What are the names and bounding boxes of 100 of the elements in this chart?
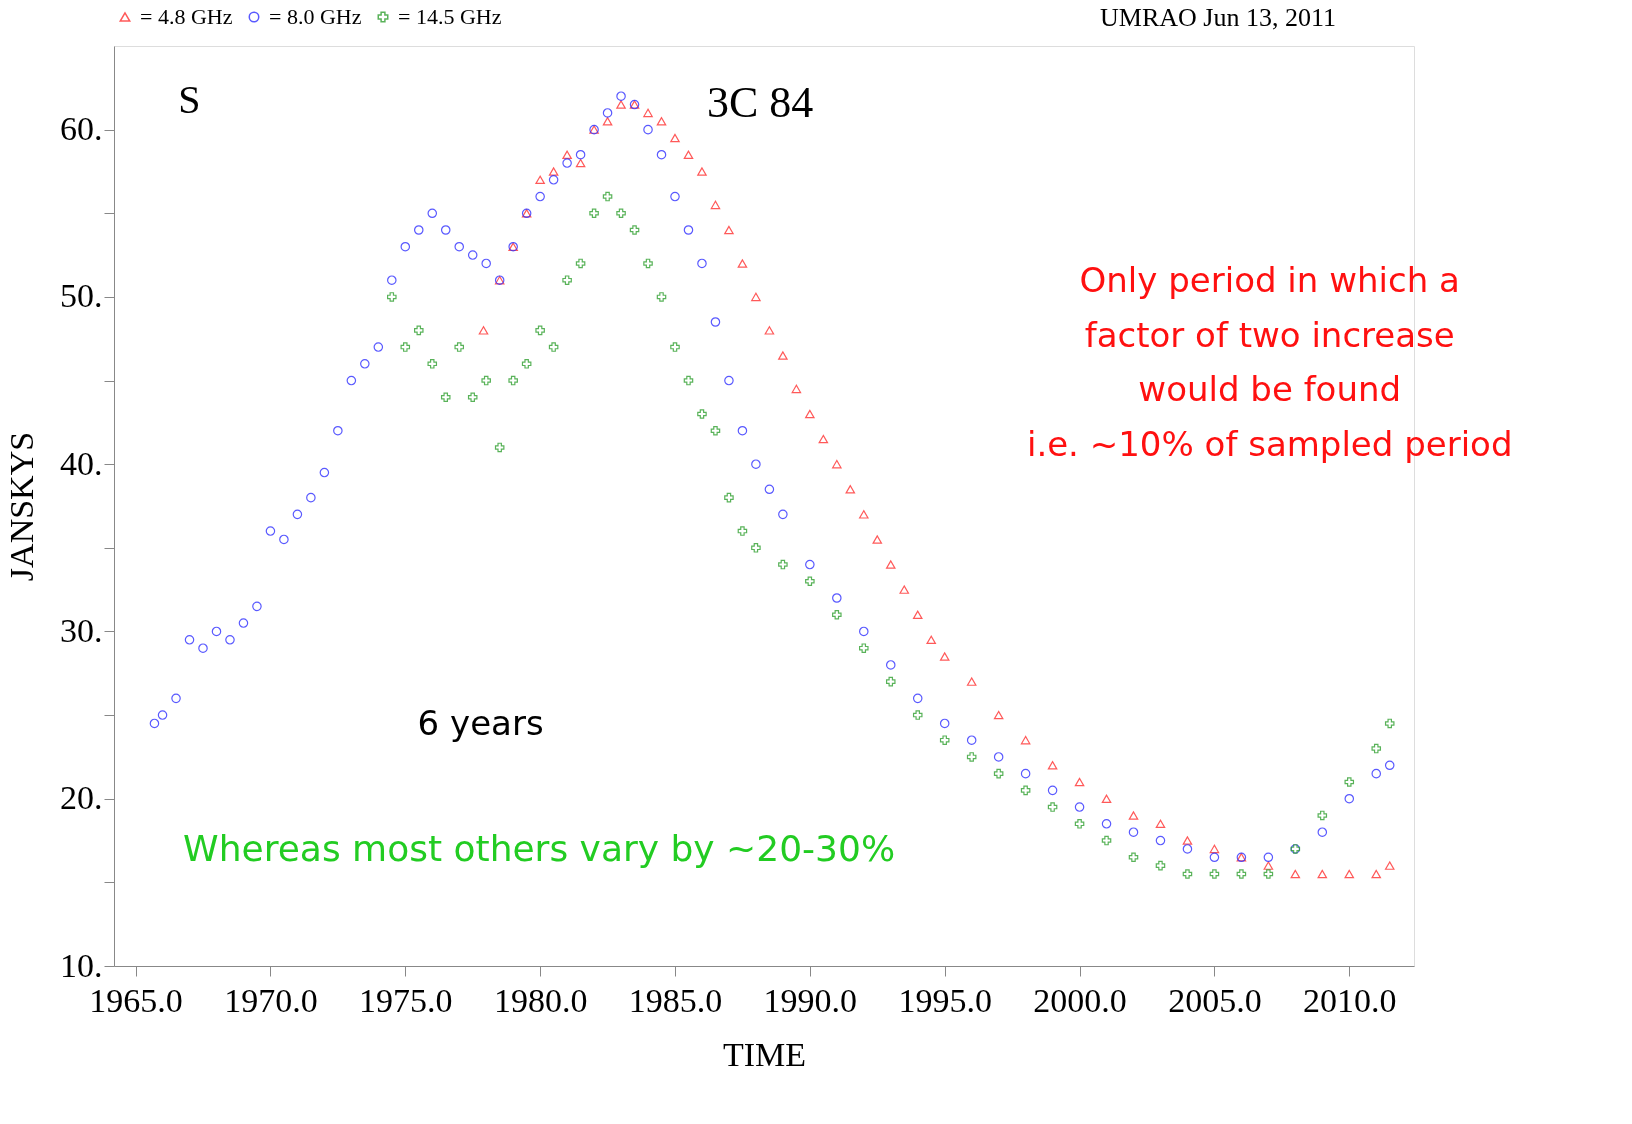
- point: [805, 409, 815, 419]
- point: [1101, 835, 1112, 846]
- point: [872, 535, 883, 544]
- point: [832, 459, 842, 469]
- point: [697, 409, 707, 419]
- point: [1020, 735, 1031, 745]
- point: [1182, 869, 1193, 879]
- annotation: 6 years: [417, 702, 544, 743]
- point: [508, 375, 518, 386]
- annotation: Whereas most others vary by ~20-30%: [183, 828, 896, 870]
- point: [481, 375, 491, 386]
- legend-label: = 14.5 GHz: [398, 4, 502, 29]
- point: [926, 635, 936, 645]
- point: [427, 359, 438, 369]
- point: [1263, 861, 1274, 870]
- point: [1344, 869, 1355, 879]
- point: [764, 326, 775, 335]
- legend-label: = 4.8 GHz: [140, 4, 233, 29]
- point: [751, 292, 761, 302]
- y-tick-label: 50.: [60, 277, 103, 315]
- point: [602, 191, 613, 202]
- point: [575, 258, 586, 269]
- point: [885, 560, 896, 569]
- point: [1128, 852, 1139, 863]
- point: [724, 492, 734, 503]
- point: [993, 710, 1004, 720]
- point: [562, 150, 572, 159]
- point: [724, 225, 734, 235]
- point: [670, 133, 680, 143]
- point: [737, 526, 748, 536]
- point: [575, 158, 586, 168]
- point: [602, 117, 613, 126]
- point: [616, 100, 626, 109]
- point: [1020, 785, 1031, 796]
- legend-label: = 8.0 GHz: [269, 4, 362, 29]
- point: [494, 442, 505, 453]
- point: [400, 342, 411, 352]
- point: [467, 392, 478, 403]
- point: [656, 292, 667, 302]
- point: [1074, 819, 1085, 829]
- x-tick-label: 1990.0: [763, 981, 858, 1019]
- point: [1128, 811, 1139, 820]
- point: [737, 259, 748, 268]
- point: [818, 434, 829, 444]
- point: [1047, 802, 1058, 812]
- point: [440, 392, 451, 403]
- point: [521, 359, 532, 369]
- point: [859, 510, 869, 519]
- point: [643, 258, 653, 269]
- point: [1209, 869, 1220, 879]
- text: UMRAO Jun 13, 2011: [1100, 3, 1336, 33]
- point: [1290, 869, 1301, 879]
- point: [899, 585, 910, 594]
- point: [710, 200, 721, 210]
- point: [1317, 869, 1328, 879]
- point: [562, 275, 572, 285]
- point: [1371, 743, 1382, 754]
- point: [535, 175, 545, 185]
- point: [697, 167, 707, 176]
- point: [413, 325, 424, 336]
- point: [912, 610, 923, 619]
- point: [1155, 819, 1166, 829]
- point: [778, 351, 788, 360]
- point: [1317, 810, 1328, 821]
- point: [1344, 777, 1355, 787]
- point: [670, 342, 680, 352]
- point: [1371, 869, 1382, 879]
- x-tick-label: 1970.0: [224, 981, 318, 1019]
- point: [845, 485, 856, 494]
- point: [885, 676, 896, 687]
- point: [1047, 761, 1058, 770]
- x-tick-label: 1995.0: [898, 981, 992, 1019]
- y-tick-label: 40.: [60, 444, 103, 482]
- point: [629, 225, 640, 235]
- point: [751, 543, 761, 553]
- point: [791, 384, 802, 394]
- point: [1101, 794, 1112, 803]
- point: [939, 652, 950, 661]
- x-tick-label: 1975.0: [359, 981, 453, 1019]
- point: [683, 375, 694, 386]
- point: [832, 609, 842, 620]
- point: [1182, 836, 1193, 845]
- y-tick-label: 20.: [60, 779, 103, 817]
- point: [1384, 718, 1395, 729]
- x-tick-label: 2000.0: [1033, 981, 1127, 1019]
- point: [454, 342, 465, 352]
- x-tick-label: 1985.0: [628, 981, 723, 1019]
- point: [643, 108, 653, 118]
- point: [683, 150, 694, 159]
- point: [1209, 844, 1220, 854]
- point: [1074, 777, 1085, 787]
- point: [710, 425, 721, 436]
- point: [778, 559, 788, 570]
- point: [939, 735, 950, 745]
- x-tick-label: 1965.0: [89, 981, 183, 1019]
- point: [656, 117, 667, 126]
- y-tick-label: 60.: [60, 110, 103, 148]
- point: [589, 208, 599, 219]
- y-axis-title: JANSKYS: [3, 431, 40, 582]
- point: [548, 167, 559, 176]
